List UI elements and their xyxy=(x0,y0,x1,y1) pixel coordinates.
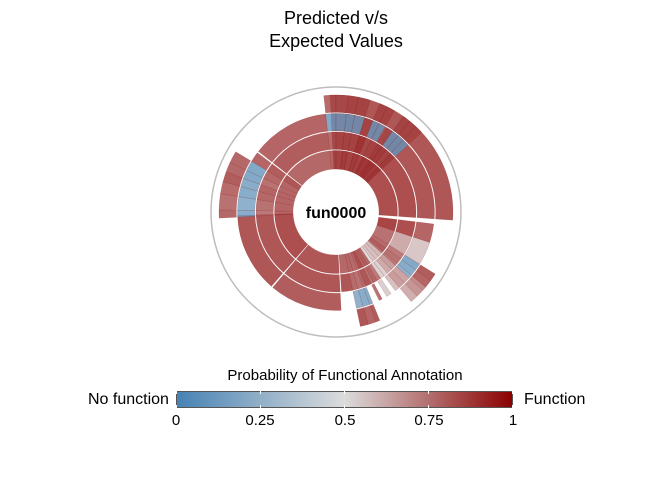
sunburst-segment xyxy=(354,156,368,176)
legend-colorbar xyxy=(176,391,513,408)
sunburst-segment xyxy=(267,163,287,180)
sunburst-segment xyxy=(284,259,341,293)
sunburst-segment xyxy=(323,94,337,114)
center-label: fun0000 xyxy=(306,205,367,222)
sunburst-segment xyxy=(403,126,422,145)
sunburst-segment xyxy=(335,94,349,114)
sunburst-segment xyxy=(218,193,238,211)
sunburst-segment xyxy=(399,283,418,302)
sunburst-segment xyxy=(325,113,337,132)
sunburst-segment xyxy=(371,123,386,142)
legend-tick-label: 0.25 xyxy=(245,412,275,429)
sunburst-segment xyxy=(378,153,395,170)
sunburst-segment xyxy=(255,210,274,217)
outer-reference-circle xyxy=(210,86,462,338)
sunburst-segment xyxy=(296,244,340,274)
sunburst-segment xyxy=(365,166,382,183)
sunburst-segment xyxy=(377,279,392,297)
sunburst-segment xyxy=(352,289,364,309)
sunburst-segment xyxy=(340,273,353,293)
sunburst-segment xyxy=(237,210,256,218)
sunburst-chart: fun0000 xyxy=(210,86,462,338)
sunburst-segment xyxy=(371,283,383,301)
legend-tick-label: 1 xyxy=(508,412,518,429)
sunburst-segment xyxy=(384,273,400,291)
sunburst-segment xyxy=(274,210,294,216)
chart-title-line-2: Expected Values xyxy=(269,31,403,51)
chart-title-line-1: Predicted v/s xyxy=(283,8,389,28)
sunburst-segment xyxy=(356,307,369,327)
sunburst-segment xyxy=(354,96,371,117)
legend-high-label: Function xyxy=(524,391,586,408)
legend-tick-label: 0.5 xyxy=(334,412,356,429)
sunburst-segment xyxy=(379,106,395,126)
legend-tick-label: 0 xyxy=(171,412,181,429)
sunburst-segment xyxy=(229,151,251,171)
sunburst-segment xyxy=(391,139,409,157)
sunburst-segment xyxy=(218,209,237,219)
sunburst-segment xyxy=(338,253,350,274)
legend-title: Probability of Functional Annotation xyxy=(227,367,463,384)
sunburst-segments xyxy=(218,94,454,327)
sunburst-segment xyxy=(251,152,272,171)
sunburst-segment xyxy=(272,273,342,311)
sunburst-segment xyxy=(283,174,302,191)
legend-low-label: No function xyxy=(88,391,169,408)
sunburst-segment xyxy=(363,139,377,158)
legend-tick-label: 0.75 xyxy=(414,412,444,429)
